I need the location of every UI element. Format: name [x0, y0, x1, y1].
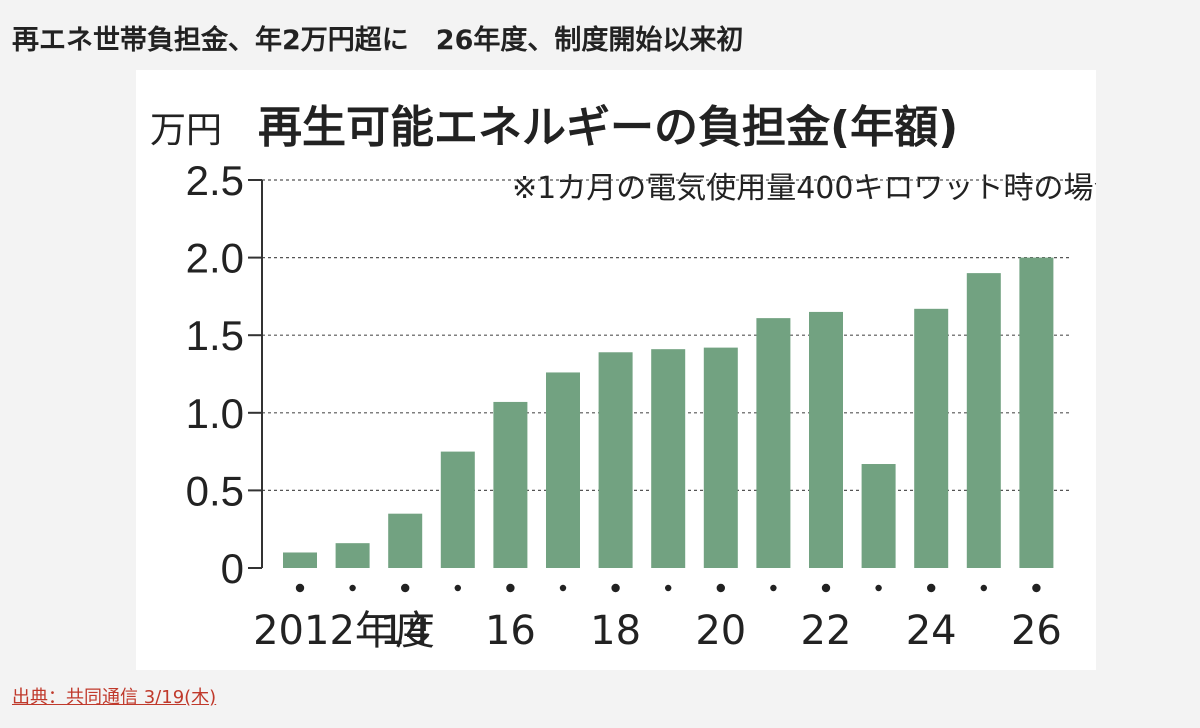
- x-tick-label: 14: [380, 608, 431, 654]
- bar: [1019, 257, 1054, 568]
- chart-subtitle: ※1カ月の電気使用量400キロワット時の場合: [512, 171, 1096, 206]
- x-tick-label: 20: [695, 608, 746, 654]
- x-tick-dot: [611, 583, 620, 593]
- x-tick-dot: [1032, 583, 1041, 593]
- x-tick-label: 18: [590, 608, 641, 654]
- x-tick-label: 16: [485, 608, 536, 654]
- headline: 再エネ世帯負担金、年2万円超に 26年度、制度開始以来初: [12, 25, 744, 56]
- chart-panel: 万円 再生可能エネルギーの負担金(年額) ※1カ月の電気使用量400キロワット時…: [136, 70, 1096, 670]
- bar: [809, 311, 843, 568]
- x-tick-dot: [716, 583, 725, 593]
- bar-chart: 万円 再生可能エネルギーの負担金(年額) ※1カ月の電気使用量400キロワット時…: [150, 102, 1096, 654]
- y-axis-ticks: 0 0.5 1.0 1.5 2.0 2.5: [186, 157, 262, 592]
- bar: [493, 401, 528, 568]
- y-tick-label: 0.5: [186, 467, 244, 514]
- bar: [283, 552, 317, 568]
- bar: [598, 352, 633, 568]
- x-tick-dot: [665, 584, 672, 592]
- x-tick-dot: [980, 584, 987, 592]
- bar: [966, 273, 1001, 568]
- x-tick-label: 24: [906, 608, 957, 654]
- x-tick-dot: [875, 584, 882, 592]
- x-tick-dot: [506, 583, 515, 593]
- bar: [914, 308, 949, 568]
- x-tick-dot: [821, 583, 831, 593]
- bar: [388, 513, 423, 568]
- x-tick-label: 2012年度: [253, 608, 435, 654]
- x-tick-dot: [349, 584, 356, 592]
- bar: [546, 372, 580, 568]
- bar: [440, 451, 475, 568]
- x-tick-label: 22: [801, 608, 852, 654]
- y-tick-label: 1.5: [186, 312, 244, 359]
- x-tick-dot: [927, 583, 936, 593]
- bar: [651, 349, 686, 568]
- bar: [756, 318, 791, 568]
- x-tick-label: 26: [1011, 608, 1062, 654]
- y-tick-label: 2.5: [186, 157, 244, 204]
- y-tick-label: 2.0: [186, 235, 244, 282]
- source-link[interactable]: 出典：共同通信 3/19(木): [12, 687, 217, 708]
- x-tick-dot: [401, 583, 410, 593]
- bars: [283, 257, 1054, 568]
- x-tick-dot: [295, 583, 305, 593]
- x-tick-dot: [770, 584, 777, 592]
- chart-title: 再生可能エネルギーの負担金(年額): [258, 102, 958, 153]
- y-unit-label: 万円: [150, 109, 222, 150]
- y-tick-label: 0: [221, 545, 244, 592]
- y-tick-label: 1.0: [186, 390, 244, 437]
- bar: [335, 543, 370, 568]
- x-tick-dot: [559, 584, 567, 592]
- x-tick-dot: [454, 584, 461, 592]
- bar: [861, 464, 896, 568]
- bar: [703, 347, 738, 568]
